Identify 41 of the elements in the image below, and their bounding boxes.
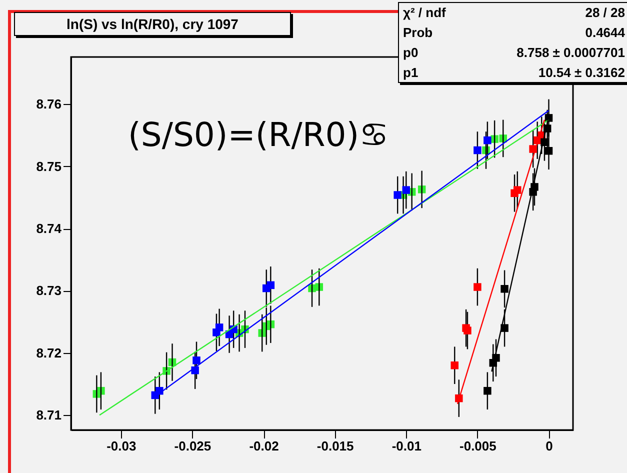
text: 0.4644 — [584, 25, 625, 40]
text: Prob — [403, 25, 434, 40]
point — [474, 283, 482, 291]
x-tick-label: 0 — [546, 438, 553, 454]
point — [484, 136, 492, 144]
point — [484, 386, 492, 395]
point — [215, 324, 224, 332]
x-tick-label: -0.01 — [392, 438, 422, 454]
point — [514, 186, 522, 194]
x-tick-label: -0.03 — [106, 438, 136, 454]
x-tick-label: -0.005 — [460, 438, 496, 454]
point — [474, 146, 482, 154]
y-tick-label: 8.71 — [36, 408, 62, 423]
annotation: p0 — [403, 45, 420, 60]
point — [266, 281, 275, 290]
point — [464, 326, 472, 334]
point — [394, 191, 402, 199]
y-tick-label: 8.74 — [36, 221, 62, 236]
point — [529, 145, 537, 153]
annotation: 8.758 ± 0.0007701 — [516, 45, 625, 60]
point — [492, 354, 500, 362]
text: 28 / 28 — [584, 5, 625, 20]
chart-title: ln(S) vs ln(R/R0), cry 1097 — [14, 12, 291, 36]
point — [192, 356, 200, 364]
point — [530, 183, 538, 191]
annotation: p1 — [403, 65, 420, 80]
x-tick-label: -0.02 — [249, 438, 279, 454]
y-tick-label: 8.75 — [36, 158, 62, 174]
point — [402, 186, 410, 194]
annotation: 10.54 ± 0.3162 — [537, 65, 625, 80]
y-tick-label: 8.73 — [36, 283, 62, 298]
x-tick-label: -0.015 — [316, 438, 354, 454]
point — [450, 361, 459, 370]
x-tick-label: -0.025 — [174, 438, 212, 454]
point — [500, 324, 508, 332]
text: χ² / ndf — [403, 5, 447, 20]
annotation: (S/S0)=(R/R0)♋ — [128, 115, 389, 154]
point — [544, 147, 553, 155]
point — [500, 285, 508, 293]
y-tick-label: 8.72 — [36, 345, 62, 360]
y-tick-label: 8.76 — [36, 96, 62, 112]
